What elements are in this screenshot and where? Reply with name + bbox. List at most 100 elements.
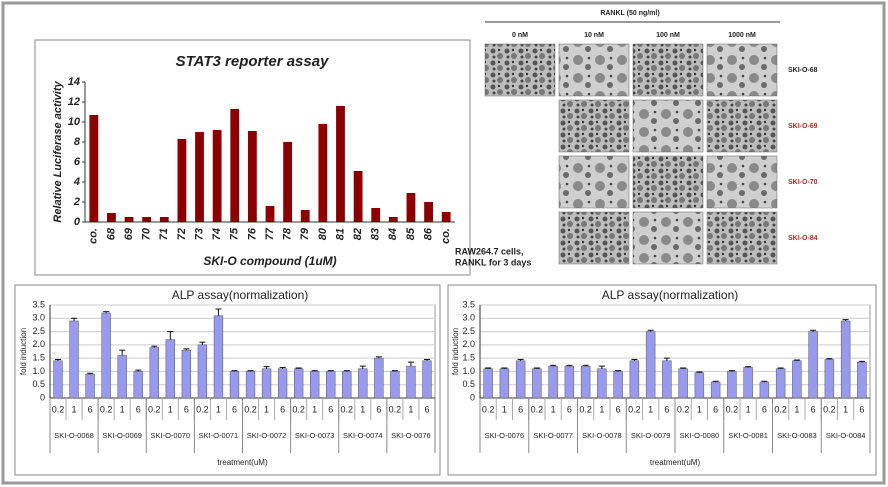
x-tick-label: 76 — [246, 227, 258, 240]
bar — [177, 139, 187, 222]
x-tick-label: 1 — [120, 404, 125, 414]
bar — [117, 355, 127, 399]
bar — [645, 331, 656, 399]
group-label: SKI-O-0079 — [631, 431, 671, 440]
column-label: 10 nM — [584, 32, 604, 39]
x-tick-label: 0.2 — [196, 404, 209, 414]
bar — [310, 371, 320, 399]
bar — [694, 372, 705, 399]
x-tick-label: 1 — [168, 404, 173, 414]
row-label: SKI-O-69 — [788, 123, 818, 130]
micrograph — [632, 99, 704, 153]
micrograph — [706, 211, 778, 265]
bar — [69, 320, 79, 399]
group-label: SKI-O-0076 — [391, 431, 431, 440]
x-tick-label: 72 — [176, 228, 188, 240]
micrograph — [558, 155, 630, 209]
micrograph — [484, 43, 556, 97]
x-tick-label: 6 — [424, 404, 429, 414]
group-label: SKI-O-0077 — [533, 431, 573, 440]
x-tick-label: 0.2 — [52, 404, 65, 414]
bar — [318, 124, 328, 222]
y-tick-label: 3.5 — [32, 299, 45, 309]
y-tick-label: 4 — [73, 176, 80, 188]
x-tick-label: 6 — [280, 404, 285, 414]
bar — [229, 371, 240, 399]
bar — [149, 347, 159, 399]
bar — [792, 360, 802, 399]
bar — [230, 109, 240, 222]
x-tick-label: 1 — [264, 404, 269, 414]
bar — [358, 368, 368, 399]
x-tick-label: 1 — [794, 404, 799, 414]
x-tick-label: 0.2 — [341, 404, 354, 414]
y-tick-label: 1.5 — [32, 353, 45, 363]
y-tick-label: 2.0 — [32, 339, 45, 349]
bar — [548, 365, 558, 399]
bar — [662, 360, 672, 399]
bar — [840, 320, 851, 399]
bar — [759, 381, 770, 399]
caption: RAW264.7 cells, — [455, 246, 524, 256]
y-tick-label: 3.0 — [32, 313, 45, 323]
bar — [390, 371, 400, 399]
x-tick-label: 69 — [123, 227, 135, 240]
y-tick-label: 2.0 — [462, 339, 475, 349]
micrograph — [632, 211, 704, 265]
bar — [213, 315, 224, 399]
y-axis-label: Relative Luciferase activity — [52, 81, 64, 223]
x-tick-label: 6 — [136, 404, 141, 414]
x-tick-label: 0.2 — [482, 404, 495, 414]
micrograph — [558, 211, 630, 265]
x-tick-label: 1 — [408, 404, 413, 414]
x-tick-label: 0.2 — [292, 404, 305, 414]
x-tick-label: 1 — [216, 404, 221, 414]
bar — [195, 132, 204, 222]
y-tick-label: 1.5 — [462, 353, 475, 363]
bar — [499, 368, 510, 399]
y-tick-label: 10 — [68, 116, 81, 128]
bar — [124, 217, 134, 222]
y-tick-label: 2.5 — [32, 326, 45, 336]
bar — [388, 217, 398, 222]
bar — [515, 360, 526, 399]
bar — [133, 371, 143, 399]
bar — [374, 357, 384, 399]
x-tick-label: 74 — [211, 228, 223, 240]
x-tick-label: 6 — [518, 404, 523, 414]
group-label: SKI-O-0078 — [582, 431, 622, 440]
micrograph — [558, 43, 630, 97]
x-tick-label: 6 — [811, 404, 816, 414]
bar — [371, 208, 381, 222]
y-tick-label: 0.5 — [462, 379, 475, 389]
bar — [743, 367, 753, 399]
y-tick-label: 2.5 — [462, 326, 475, 336]
x-tick-label: 0.2 — [726, 404, 739, 414]
group-label: SKI-O-0080 — [680, 431, 720, 440]
x-tick-label: 6 — [762, 404, 767, 414]
x-tick-label: 1 — [746, 404, 751, 414]
x-axis-label: treatment(uM) — [650, 458, 701, 467]
micrograph — [632, 155, 704, 209]
bar — [441, 212, 451, 222]
y-tick-label: 1.0 — [462, 366, 475, 376]
x-tick-label: 0.2 — [100, 404, 113, 414]
group-label: SKI-O-0071 — [199, 431, 239, 440]
bar — [159, 217, 169, 222]
x-tick-label: 81 — [334, 228, 346, 240]
y-tick-label: 1.0 — [32, 366, 45, 376]
bar — [710, 381, 721, 399]
x-tick-label: 6 — [859, 404, 864, 414]
x-tick-label: 0.2 — [677, 404, 690, 414]
x-tick-label: 6 — [664, 404, 669, 414]
group-label: SKI-O-0073 — [295, 431, 335, 440]
x-tick-label: 0.2 — [823, 404, 836, 414]
bar — [85, 373, 95, 399]
x-tick-label: co. — [440, 228, 452, 244]
group-label: SKI-O-0070 — [151, 431, 191, 440]
x-tick-label: 77 — [264, 227, 276, 240]
x-tick-label: 6 — [616, 404, 621, 414]
bar — [53, 360, 63, 399]
